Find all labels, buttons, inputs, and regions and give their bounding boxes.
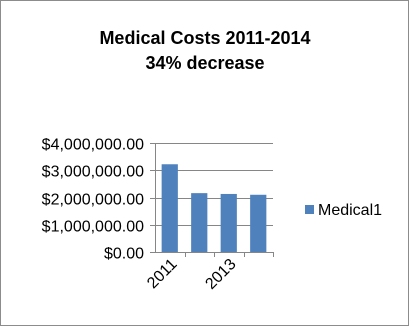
bar-2013: [220, 193, 237, 252]
x-tick-label: 2013: [202, 256, 239, 293]
bar-2011: [161, 164, 178, 252]
y-tick-label: $2,000,000.00: [42, 192, 144, 209]
chart-subtitle: 34% decrease: [145, 53, 265, 73]
x-tick-label: 2011: [144, 256, 180, 292]
y-tick-label: $3,000,000.00: [42, 164, 144, 181]
bars: [161, 164, 267, 252]
x-tick-labels: 2011 2013: [144, 256, 239, 293]
y-tick-labels: $0.00 $1,000,000.00 $2,000,000.00 $3,000,00…: [42, 137, 144, 263]
chart-title-block: Medical Costs 2011-2014 34% decrease: [0, 26, 410, 76]
legend-label: Medical1: [318, 202, 382, 219]
bar-2014: [250, 194, 267, 252]
legend: Medical1: [305, 202, 382, 219]
y-tick-label: $4,000,000.00: [42, 137, 144, 154]
legend-swatch: [305, 205, 314, 214]
axes: [150, 143, 274, 257]
chart-title: Medical Costs 2011-2014: [99, 28, 311, 48]
y-tick-label: $1,000,000.00: [42, 219, 144, 236]
bar-2012: [191, 193, 208, 252]
y-tick-label: $0.00: [104, 246, 144, 263]
